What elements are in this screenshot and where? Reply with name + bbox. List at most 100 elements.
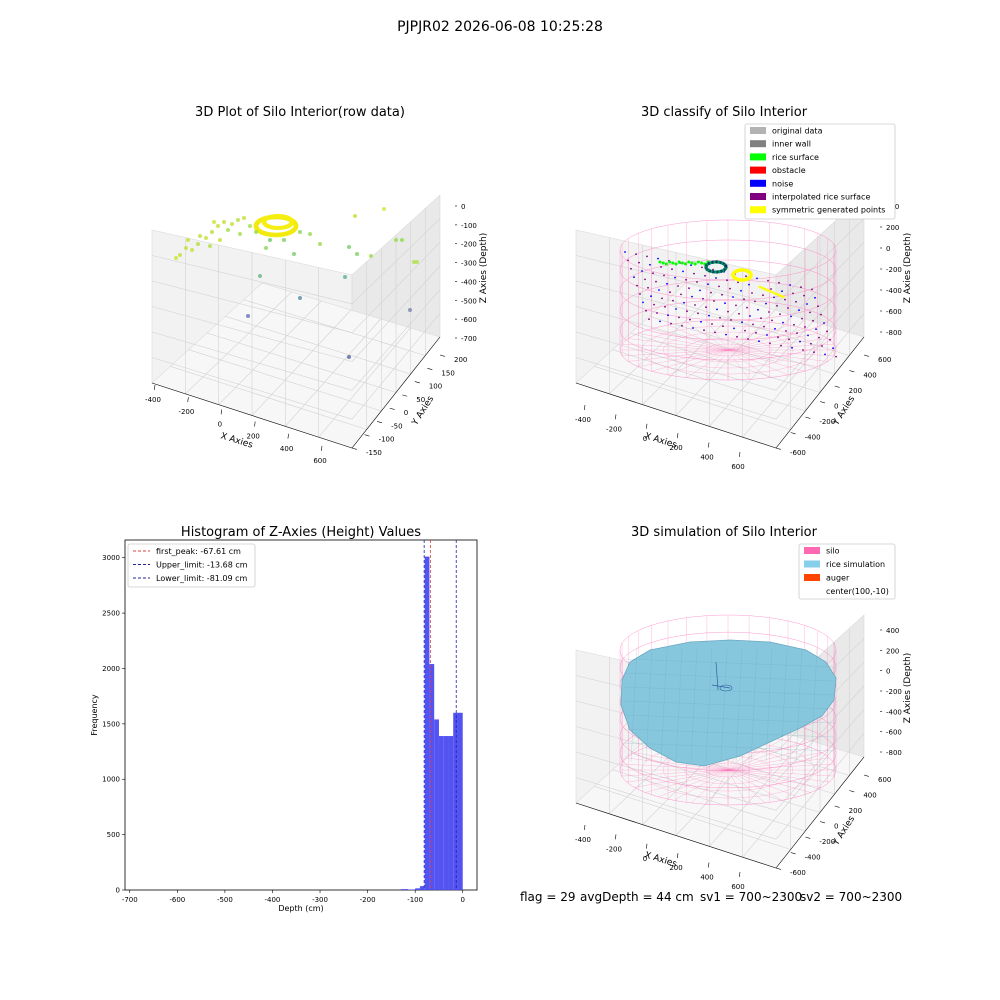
interpolated-point: [796, 332, 798, 335]
tick-mark: [834, 385, 840, 388]
raw-point: [298, 296, 302, 300]
x-axis-line: [575, 382, 777, 449]
y-axis-line: [775, 336, 865, 449]
symmetric-point: [776, 293, 780, 297]
legend-swatch: [750, 153, 766, 161]
raw-point: [292, 252, 296, 256]
panel-raw-x-ticks: -400 -200 0 200 400 600: [145, 384, 327, 465]
interpolated-point: [826, 330, 828, 333]
tick-label: -400: [805, 854, 821, 862]
tick-label: -200: [886, 688, 902, 696]
silo-floor-spoke: [727, 328, 805, 351]
silo-floor-spoke: [727, 769, 783, 801]
interpolated-point: [749, 315, 751, 317]
silo-floor-ring: [706, 343, 750, 357]
tick-mark: [364, 434, 370, 437]
silo-floor-spoke: [628, 349, 729, 362]
grid-line: [151, 255, 353, 305]
legend-label: symmetric generated points: [772, 206, 885, 215]
interpolated-point: [746, 306, 748, 309]
obstacle-ring-point: [724, 264, 728, 268]
rice-surface-shape: [620, 639, 837, 767]
tick-label: 200: [247, 433, 260, 441]
histogram-x-label: Depth (cm): [278, 904, 323, 913]
silo-floor-spoke: [622, 349, 729, 357]
y-tick-label: 0: [116, 887, 120, 895]
interpolated-point: [737, 281, 739, 284]
panel-classify-y-label: Y Axies: [831, 394, 857, 428]
tick-mark: [439, 354, 445, 357]
silo-floor-spoke: [727, 349, 750, 380]
symmetric-point: [774, 292, 777, 295]
interpolated-point: [792, 292, 794, 295]
tick-label: -200: [819, 418, 835, 426]
x-tick-label: -400: [265, 896, 281, 904]
interpolated-point: [823, 322, 825, 324]
legend-label: Lower_limit: -81.09 cm: [156, 574, 248, 583]
interpolated-point: [678, 316, 680, 319]
tick-mark: [414, 381, 420, 384]
interpolated-point: [669, 291, 671, 294]
raw-point: [178, 253, 182, 257]
tick-label: 0: [886, 245, 890, 253]
grid-line: [318, 327, 411, 438]
interpolated-point: [754, 300, 756, 303]
interpolated-point: [747, 338, 749, 340]
rice-mesh-line: [810, 647, 818, 763]
interpolated-point: [769, 342, 771, 345]
interpolated-point: [648, 318, 650, 321]
silo-floor-spoke: [634, 769, 729, 788]
y-tick-label: 2500: [102, 610, 120, 618]
raw-point: [212, 220, 216, 224]
panel-classify-x-ticks: -400 -200 0 200 400 600: [575, 404, 745, 471]
raw-point: [216, 224, 220, 228]
symmetric-point: [758, 285, 762, 289]
raw-point: [236, 218, 240, 222]
interpolated-point: [829, 338, 831, 341]
silo-floor-spoke: [727, 349, 818, 367]
silo-floor-spoke: [727, 338, 828, 351]
interpolated-point: [815, 328, 817, 331]
silo-floor-ring: [706, 762, 750, 778]
raw-point: [204, 236, 208, 240]
raw-point: [186, 238, 190, 242]
interpolated-point: [799, 340, 801, 343]
tick-label: -400: [886, 287, 902, 295]
tick-label: -400: [461, 278, 477, 286]
panel-classify-z-label: Z Axies (Depth): [903, 233, 913, 304]
legend-swatch: [804, 560, 820, 568]
interpolated-point: [820, 313, 822, 316]
interpolated-point: [704, 274, 706, 277]
rice-mesh-line: [623, 742, 835, 752]
legend-label: center(100,-10): [826, 587, 889, 596]
interpolated-point: [788, 338, 790, 341]
tick-mark: [849, 370, 855, 373]
interpolated-point: [661, 297, 663, 300]
interpolated-point: [635, 253, 637, 256]
y-axis-line: [351, 336, 441, 449]
tick-label: -400: [145, 396, 161, 404]
interpolated-point: [677, 285, 679, 287]
x-axis-line: [575, 802, 777, 869]
interpolated-point: [627, 259, 629, 262]
legend-swatch: [750, 179, 766, 187]
legend-label: inner wall: [772, 140, 811, 149]
symmetric-point: [779, 294, 783, 298]
interpolated-point: [646, 255, 648, 258]
histogram-plot-area: [124, 539, 478, 891]
rice-surface-point: [674, 262, 678, 266]
legend-swatch: [750, 206, 766, 214]
interpolated-point: [814, 296, 816, 299]
rice-mesh-line: [705, 647, 713, 763]
x-tick-label: -100: [407, 896, 423, 904]
tick-label: 400: [863, 792, 876, 800]
silo-floor-spoke: [628, 338, 729, 351]
tick-label: -400: [575, 836, 591, 844]
panel-simulation-y-label: Y Axies: [831, 814, 857, 848]
tick-mark: [834, 805, 840, 808]
interpolated-point: [641, 270, 643, 272]
tick-mark: [739, 451, 741, 457]
interpolated-point: [683, 301, 685, 304]
panel-simulation-x-label: X Axies: [643, 850, 678, 869]
interpolated-point: [714, 331, 716, 334]
